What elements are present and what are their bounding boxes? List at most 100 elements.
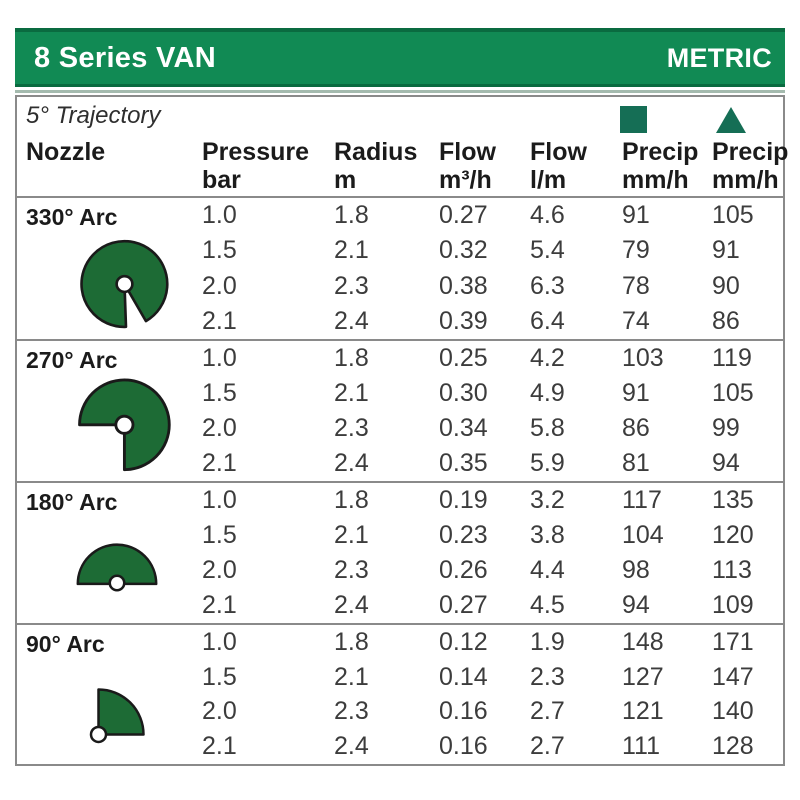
- table-cell: 2.0: [202, 556, 237, 584]
- table-row: 1.5 2.1 0.32 5.4 79 91: [202, 233, 783, 268]
- nozzle-cell-90: 90° Arc: [17, 625, 202, 764]
- table-cell: 81: [622, 449, 650, 477]
- table-cell: 1.8: [334, 201, 369, 230]
- table-cell: 78: [622, 271, 650, 300]
- table-cell: 94: [712, 449, 740, 477]
- table-cell: 2.7: [530, 732, 565, 761]
- table-cell: 0.38: [439, 271, 488, 300]
- table-cell: 2.0: [202, 271, 237, 300]
- table-cell: 2.4: [334, 591, 369, 619]
- data-rows-180: 1.0 1.8 0.19 3.2 117 135 1.5 2.1 0.23 3.8 104 120 2.…: [202, 483, 783, 623]
- table-cell: 2.1: [202, 591, 237, 619]
- table-cell: 1.0: [202, 486, 237, 514]
- table-cell: 4.2: [530, 344, 565, 372]
- table-cell: 2.1: [202, 449, 237, 477]
- nozzle-group-180: 180° Arc 1.0 1.8 0.19 3.2 117 135 1.5 2.1 0.23 3.…: [17, 481, 783, 623]
- table-cell: 1.8: [334, 344, 369, 372]
- table-cell: 79: [622, 236, 650, 265]
- table-cell: 2.3: [530, 662, 565, 691]
- table-cell: 2.1: [334, 236, 369, 265]
- table-cell: 1.0: [202, 627, 237, 656]
- precip-square-icon: [620, 106, 647, 133]
- column-header-pressure: Pressure bar: [202, 138, 310, 194]
- table-cell: 0.39: [439, 306, 488, 335]
- table-row: 1.5 2.1 0.23 3.8 104 120: [202, 518, 783, 553]
- table-header: 5° Trajectory Nozzle Pressure bar Radius…: [17, 97, 788, 196]
- table-row: 2.0 2.3 0.16 2.7 121 140: [202, 695, 783, 730]
- table-cell: 1.0: [202, 344, 237, 372]
- arc-90-icon: [89, 688, 145, 744]
- arc-180-icon: [76, 543, 158, 592]
- table-cell: 1.8: [334, 486, 369, 514]
- nozzle-group-270: 270° Arc 1.0 1.8 0.25 4.2 103 119 1.5 2.1 0.30 4.…: [17, 339, 783, 481]
- table-cell: 74: [622, 306, 650, 335]
- table-cell: 147: [712, 662, 754, 691]
- table-cell: 1.5: [202, 236, 237, 265]
- page-title: 8 Series VAN: [34, 41, 216, 74]
- table-cell: 5.8: [530, 414, 565, 442]
- column-header-precip-square: Precip mm/h: [622, 138, 699, 194]
- table-row: 1.0 1.8 0.27 4.6 91 105: [202, 198, 783, 233]
- column-header-flow-m3h: Flow m³/h: [439, 138, 496, 194]
- column-header-nozzle: Nozzle: [26, 138, 106, 166]
- table-cell: 135: [712, 486, 754, 514]
- table-row: 2.1 2.4 0.16 2.7 111 128: [202, 729, 783, 764]
- table-cell: 109: [712, 591, 754, 619]
- spec-table: 5° Trajectory Nozzle Pressure bar Radius…: [15, 95, 788, 766]
- nozzle-group-90: 90° Arc 1.0 1.8 0.12 1.9 148 171 1.5 2.1 0.14 2.3…: [17, 623, 783, 764]
- table-cell: 2.3: [334, 271, 369, 300]
- table-cell: 86: [622, 414, 650, 442]
- table-cell: 5.9: [530, 449, 565, 477]
- table-cell: 111: [622, 732, 661, 761]
- table-cell: 2.4: [334, 449, 369, 477]
- table-cell: 0.14: [439, 662, 488, 691]
- table-row: 2.1 2.4 0.27 4.5 94 109: [202, 588, 783, 623]
- arc-label-330: 330° Arc: [26, 204, 118, 230]
- table-cell: 94: [622, 591, 650, 619]
- table-cell: 1.5: [202, 662, 237, 691]
- table-cell: 0.25: [439, 344, 488, 372]
- table-cell: 91: [622, 201, 650, 230]
- arc-label-270: 270° Arc: [26, 347, 118, 373]
- table-cell: 6.4: [530, 306, 565, 335]
- table-cell: 2.0: [202, 697, 237, 726]
- table-cell: 86: [712, 306, 740, 335]
- table-cell: 0.12: [439, 627, 488, 656]
- table-row: 2.0 2.3 0.38 6.3 78 90: [202, 269, 783, 304]
- table-cell: 6.3: [530, 271, 565, 300]
- table-row: 2.0 2.3 0.34 5.8 86 99: [202, 411, 783, 446]
- table-cell: 2.1: [334, 379, 369, 407]
- table-cell: 105: [712, 379, 754, 407]
- arc-label-180: 180° Arc: [26, 489, 118, 515]
- arc-330-icon: [80, 239, 169, 329]
- title-bar-divider: [15, 90, 785, 93]
- table-cell: 91: [622, 379, 650, 407]
- table-cell: 0.35: [439, 449, 488, 477]
- table-cell: 2.4: [334, 306, 369, 335]
- nozzle-cell-180: 180° Arc: [17, 483, 202, 623]
- table-cell: 4.6: [530, 201, 565, 230]
- table-cell: 2.4: [334, 732, 369, 761]
- table-cell: 91: [712, 236, 740, 265]
- table-cell: 2.3: [334, 556, 369, 584]
- table-cell: 2.1: [334, 662, 369, 691]
- table-cell: 121: [622, 697, 664, 726]
- table-cell: 1.0: [202, 201, 237, 230]
- table-cell: 0.16: [439, 732, 488, 761]
- nozzle-cell-330: 330° Arc: [17, 198, 202, 339]
- table-cell: 104: [622, 521, 664, 549]
- table-cell: 1.5: [202, 379, 237, 407]
- table-cell: 117: [622, 486, 662, 514]
- table-cell: 140: [712, 697, 754, 726]
- table-cell: 1.8: [334, 627, 369, 656]
- table-cell: 98: [622, 556, 650, 584]
- table-row: 1.0 1.8 0.19 3.2 117 135: [202, 483, 783, 518]
- table-row: 2.1 2.4 0.35 5.9 81 94: [202, 446, 783, 481]
- table-cell: 0.32: [439, 236, 488, 265]
- table-cell: 5.4: [530, 236, 565, 265]
- column-header-precip-triangle: Precip mm/h: [712, 138, 789, 194]
- table-cell: 0.16: [439, 697, 488, 726]
- table-row: 2.1 2.4 0.39 6.4 74 86: [202, 304, 783, 339]
- table-cell: 2.1: [202, 732, 237, 761]
